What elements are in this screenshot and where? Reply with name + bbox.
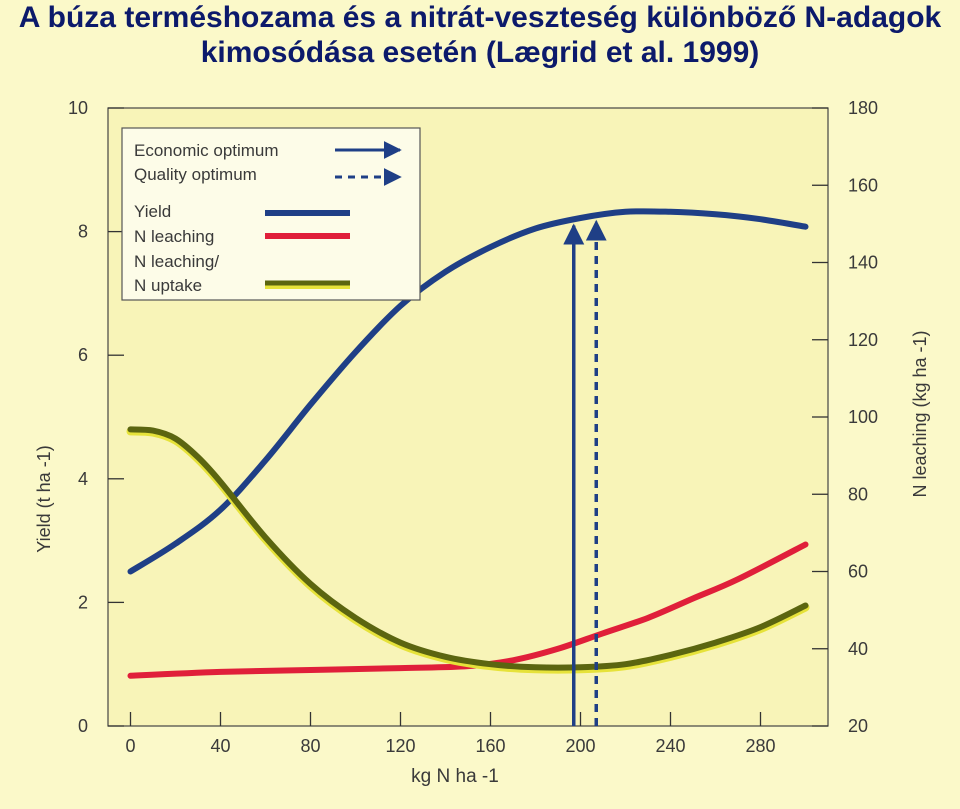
left-tick-label: 8: [78, 222, 88, 242]
x-tick-label: 200: [565, 736, 595, 756]
x-axis: 0 40 80 120 160 200 240 280: [125, 712, 776, 756]
left-tick-label: 4: [78, 469, 88, 489]
right-tick-label: 60: [848, 562, 868, 582]
right-tick-label: 100: [848, 407, 878, 427]
left-tick-label: 0: [78, 716, 88, 736]
yield-line: [127, 208, 809, 575]
leaching-line: [127, 541, 809, 679]
legend-quality-optimum-label: Quality optimum: [134, 165, 257, 184]
legend-leaching-label: N leaching: [134, 227, 214, 246]
right-tick-label: 160: [848, 175, 878, 195]
left-tick-label: 2: [78, 592, 88, 612]
right-axis-label: N leaching (kg ha -1): [910, 330, 930, 497]
series-layer: [126, 208, 810, 679]
x-tick-label: 280: [745, 736, 775, 756]
x-axis-label: kg N ha -1: [411, 766, 499, 787]
right-axis: 20 40 60 80 100 120 140 160 180: [812, 98, 878, 736]
annotation-layer: [563, 219, 607, 726]
yield-leaching-chart: 0 2 4 6 8 10 20 40 60 80 100 120 140 160 180 0 40 80 120…: [0, 74, 960, 809]
legend: Economic optimum Quality optimum Yield N…: [121, 127, 421, 301]
x-tick-label: 240: [655, 736, 685, 756]
x-tick-label: 80: [300, 736, 320, 756]
right-tick-label: 140: [848, 253, 878, 273]
right-tick-label: 80: [848, 484, 868, 504]
left-tick-label: 6: [78, 345, 88, 365]
slide-title-line-2: kimosódása esetén (Lægrid et al. 1999): [200, 36, 760, 69]
slide-title-line-1: A búza terméshozama és a nitrát-vesztesé…: [18, 1, 942, 34]
right-tick-label: 20: [848, 716, 868, 736]
slide-title: A búza terméshozama és a nitrát-vesztesé…: [0, 0, 960, 74]
x-tick-label: 120: [385, 736, 415, 756]
right-tick-label: 40: [848, 639, 868, 659]
leaching-uptake-ratio-line: [127, 426, 809, 671]
x-tick-label: 160: [475, 736, 505, 756]
legend-economic-optimum-label: Economic optimum: [134, 141, 279, 160]
x-tick-label: 0: [125, 736, 135, 756]
left-axis: 0 2 4 6 8 10: [68, 98, 124, 736]
legend-ratio-label-line-2: N uptake: [134, 276, 202, 295]
left-axis-label: Yield (t ha -1): [34, 445, 54, 552]
right-tick-label: 120: [848, 330, 878, 350]
legend-ratio-label-line-1: N leaching/: [134, 252, 219, 271]
right-tick-label: 180: [848, 98, 878, 118]
legend-yield-label: Yield: [134, 202, 171, 221]
left-tick-label: 10: [68, 98, 88, 118]
x-tick-label: 40: [210, 736, 230, 756]
